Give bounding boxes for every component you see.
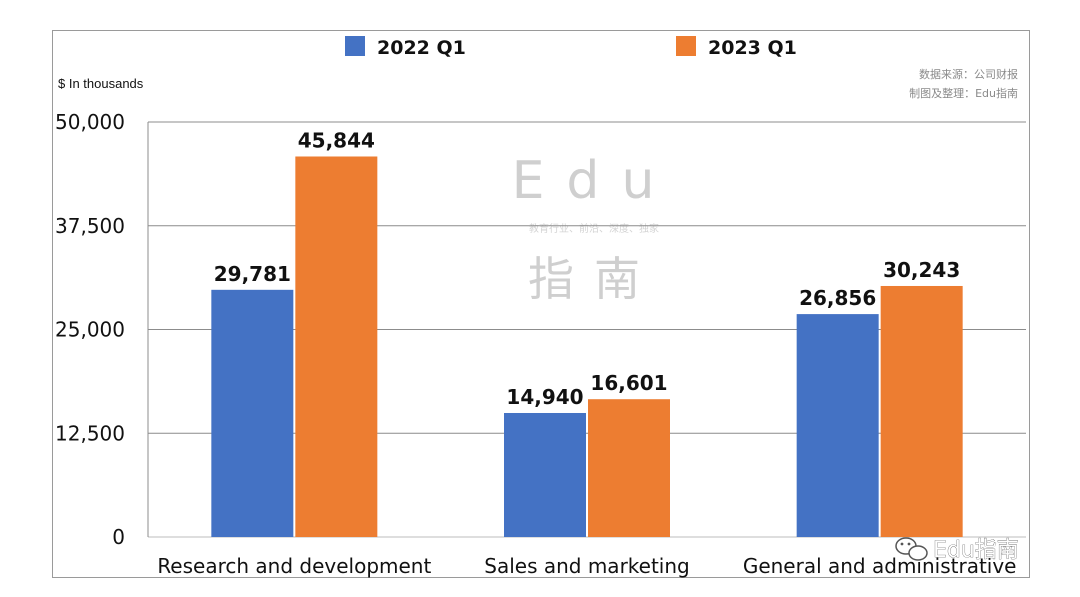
legend-swatch: [676, 36, 696, 56]
legend-label: 2023 Q1: [708, 37, 797, 59]
bar: [211, 289, 294, 537]
watermark: Edu 教育行业、前沿、深度、独家 指南: [512, 151, 677, 306]
bars: [211, 156, 963, 537]
data-label: 16,601: [590, 371, 667, 395]
wechat-tag: Edu指南: [895, 537, 1019, 563]
data-label: 14,940: [506, 385, 583, 409]
x-category-label: General and administrative: [743, 554, 1017, 578]
y-tick-label: 25,000: [55, 318, 125, 342]
source-line-1: 数据来源：公司财报: [919, 67, 1018, 81]
data-label: 29,781: [214, 262, 291, 286]
watermark-title: Edu: [512, 151, 677, 211]
data-label: 26,856: [799, 286, 876, 310]
y-tick-label: 50,000: [55, 110, 125, 134]
y-tick-label: 12,500: [55, 421, 125, 445]
data-label: 45,844: [298, 128, 375, 152]
watermark-tagline: 教育行业、前沿、深度、独家: [529, 222, 659, 235]
legend-swatch: [345, 36, 365, 56]
x-category-label: Sales and marketing: [484, 554, 689, 578]
bar: [880, 285, 963, 537]
y-tick-label: 0: [112, 525, 125, 549]
chart-frame: [52, 30, 1030, 578]
x-axis-categories: Research and development Sales and market…: [157, 554, 1016, 578]
bar: [504, 412, 586, 537]
wechat-tag-label: Edu指南: [933, 538, 1019, 563]
value-labels: 29,781 45,844 14,940 16,601 26,856 30,243: [214, 128, 961, 409]
watermark-subtitle: 指南: [528, 252, 660, 306]
legend-label: 2022 Q1: [377, 37, 466, 59]
bar: [295, 156, 378, 537]
bar: [796, 314, 879, 537]
y-tick-label: 37,500: [55, 214, 125, 238]
data-label: 30,243: [883, 258, 960, 282]
y-axis-ticks: 0 12,500 25,000 37,500 50,000: [55, 110, 125, 549]
y-axis-unit-label: $ In thousands: [58, 76, 144, 91]
source-line-2: 制图及整理：Edu指南: [909, 86, 1018, 100]
bar: [588, 399, 670, 537]
gridlines: [147, 121, 1026, 538]
x-category-label: Research and development: [157, 554, 431, 578]
legend: 2022 Q1 2023 Q1: [345, 36, 797, 59]
wechat-icon: [895, 537, 928, 561]
